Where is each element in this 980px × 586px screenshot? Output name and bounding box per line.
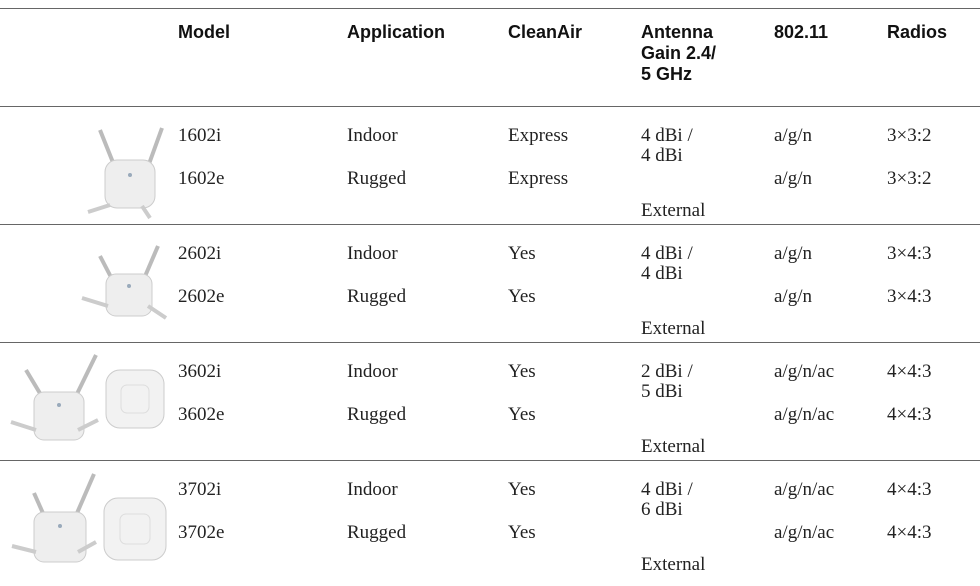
product-image: [10, 354, 165, 441]
antenna-cell: External: [641, 554, 706, 575]
application-cell: Rugged: [347, 286, 407, 307]
header-radios: Radios: [887, 22, 948, 42]
model-cell: 3702e: [178, 522, 225, 543]
antenna-cell: External: [641, 436, 706, 457]
application-cell: Rugged: [347, 404, 407, 425]
standard-cell: a/g/n/ac: [774, 522, 835, 543]
antenna-cell: External: [641, 318, 706, 339]
product-image: [81, 245, 168, 320]
row-rule: [0, 342, 980, 343]
standard-cell: a/g/n: [774, 243, 812, 264]
radios-cell: 3×4:3: [887, 243, 932, 264]
header-antenna: Antenna Gain 2.4/ 5 GHz: [641, 22, 716, 85]
cleanair-cell: Yes: [508, 522, 536, 543]
row-rule: [0, 106, 980, 107]
header-antenna-line: Antenna: [641, 22, 713, 42]
application-cell: Indoor: [347, 125, 398, 146]
radios-cell: 3×4:3: [887, 286, 932, 307]
application-cell: Indoor: [347, 243, 398, 264]
product-image: [11, 473, 167, 563]
standard-cell: a/g/n: [774, 168, 812, 189]
row-rule: [0, 224, 980, 225]
radios-cell: 4×4:3: [887, 479, 932, 500]
radios-cell: 4×4:3: [887, 404, 932, 425]
cleanair-cell: Yes: [508, 243, 536, 264]
antenna-cell: 2 dBi /: [641, 361, 693, 382]
standard-cell: a/g/n: [774, 125, 812, 146]
header-antenna-line: 5 GHz: [641, 64, 693, 84]
antenna-cell: 6 dBi: [641, 499, 683, 520]
model-cell: 1602e: [178, 168, 225, 189]
antenna-cell: External: [641, 200, 706, 221]
standard-cell: a/g/n/ac: [774, 404, 835, 425]
header-standard: 802.11: [774, 22, 829, 42]
antenna-cell: 4 dBi: [641, 263, 683, 284]
row-rule: [0, 460, 980, 461]
antenna-cell: 4 dBi /: [641, 125, 693, 146]
header-cleanair: CleanAir: [508, 22, 583, 42]
cleanair-cell: Express: [508, 125, 569, 146]
product-image: [87, 127, 164, 220]
model-cell: 3702i: [178, 479, 222, 500]
model-cell: 2602i: [178, 243, 222, 264]
cleanair-cell: Yes: [508, 361, 536, 382]
application-cell: Indoor: [347, 361, 398, 382]
application-cell: Rugged: [347, 522, 407, 543]
top-rule: [0, 8, 980, 9]
antenna-cell: 5 dBi: [641, 381, 683, 402]
radios-cell: 4×4:3: [887, 522, 932, 543]
antenna-cell: 4 dBi /: [641, 243, 693, 264]
cleanair-cell: Express: [508, 168, 569, 189]
antenna-cell: 4 dBi /: [641, 479, 693, 500]
radios-cell: 3×3:2: [887, 168, 932, 189]
model-cell: 2602e: [178, 286, 225, 307]
model-cell: 1602i: [178, 125, 222, 146]
application-cell: Rugged: [347, 168, 407, 189]
cleanair-cell: Yes: [508, 479, 536, 500]
standard-cell: a/g/n/ac: [774, 361, 835, 382]
cleanair-cell: Yes: [508, 404, 536, 425]
radios-cell: 3×3:2: [887, 125, 932, 146]
model-cell: 3602e: [178, 404, 225, 425]
standard-cell: a/g/n/ac: [774, 479, 835, 500]
antenna-cell: 4 dBi: [641, 145, 683, 166]
application-cell: Indoor: [347, 479, 398, 500]
standard-cell: a/g/n: [774, 286, 812, 307]
header-model: Model: [178, 22, 230, 42]
cleanair-cell: Yes: [508, 286, 536, 307]
header-application: Application: [347, 22, 445, 42]
model-cell: 3602i: [178, 361, 222, 382]
radios-cell: 4×4:3: [887, 361, 932, 382]
header-antenna-line: Gain 2.4/: [641, 43, 717, 63]
